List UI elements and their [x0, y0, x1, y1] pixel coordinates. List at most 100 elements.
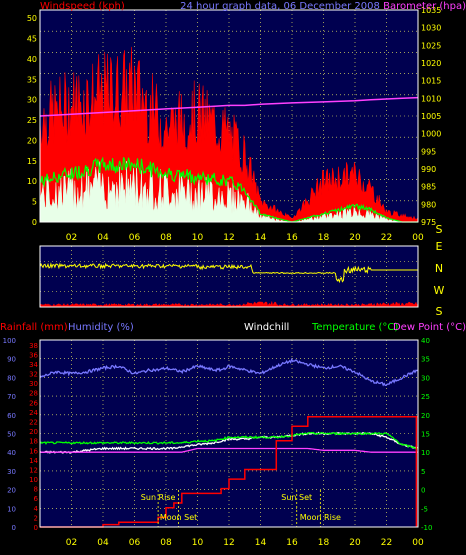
- wind-x-tick-label: 02: [66, 233, 77, 243]
- humidity-series: [39, 357, 419, 387]
- humidity-tick-label: 0: [12, 524, 16, 532]
- wind-y-tick-label: 5: [32, 198, 37, 207]
- humidity-tick-label: 60: [7, 412, 16, 420]
- marker-label: Sun Set: [281, 493, 312, 502]
- rain-tick-label: 6: [34, 495, 39, 503]
- wind-y-tick-label: 35: [27, 75, 37, 84]
- humidity-tick-label: 70: [7, 393, 16, 401]
- wind-y-tick-label: 20: [27, 136, 37, 145]
- temp-tick-label: 30: [421, 374, 430, 382]
- wind-y-tick-label: 0: [32, 218, 37, 227]
- baro-y-tick-label: 985: [421, 183, 436, 192]
- temp-tick-label: -5: [421, 505, 428, 513]
- wind-x-tick-label: 12: [223, 233, 234, 243]
- wind-x-tick-label: 10: [192, 233, 204, 243]
- baro-y-tick-label: 995: [421, 147, 436, 156]
- baro-y-tick-label: 1005: [421, 112, 441, 121]
- humidity-tick-label: 40: [7, 449, 16, 457]
- temp-x-tick-label: 22: [381, 538, 392, 548]
- rain-tick-label: 12: [29, 466, 38, 474]
- rain-tick-label: 38: [29, 342, 38, 350]
- wind-x-tick-label: 00: [412, 233, 424, 243]
- temp-x-tick-label: 18: [318, 538, 330, 548]
- temp-x-tick-label: 12: [223, 538, 234, 548]
- baro-y-tick-label: 1030: [421, 24, 441, 33]
- rain-tick-label: 16: [29, 447, 38, 455]
- rain-tick-label: 18: [29, 438, 38, 446]
- wind-y-tick-label: 15: [27, 157, 37, 166]
- marker-label: Moon Set: [160, 513, 197, 522]
- temp-tick-label: 0: [421, 487, 425, 495]
- rainfall-axis-label: Rainfall (mm): [0, 322, 68, 333]
- temp-x-tick-label: 08: [160, 538, 172, 548]
- temp-x-tick-label: 00: [412, 538, 424, 548]
- marker-label: Moon Rise: [300, 513, 341, 522]
- rain-tick-label: 14: [29, 457, 38, 465]
- compass-label: S: [436, 305, 443, 318]
- temp-x-tick-label: 04: [97, 538, 109, 548]
- rain-tick-label: 0: [34, 524, 38, 532]
- temp-tick-label: 10: [421, 449, 430, 457]
- compass-label: N: [435, 262, 443, 275]
- temp-x-tick-label: 16: [286, 538, 298, 548]
- humidity-tick-label: 20: [7, 487, 16, 495]
- humidity-tick-label: 50: [7, 431, 16, 439]
- wind-gust-series: [39, 46, 419, 223]
- rain-tick-label: 22: [29, 419, 38, 427]
- baro-y-tick-label: 990: [421, 165, 436, 174]
- wind-y-tick-label: 10: [27, 177, 37, 186]
- compass-label: E: [436, 240, 443, 253]
- rain-tick-label: 24: [29, 409, 38, 417]
- rain-tick-label: 20: [29, 428, 38, 436]
- humidity-axis-label: Humidity (%): [68, 322, 134, 333]
- wind-x-tick-label: 16: [286, 233, 298, 243]
- rain-tick-label: 8: [34, 486, 38, 494]
- baro-y-tick-label: 1010: [421, 94, 441, 103]
- humidity-tick-label: 80: [7, 374, 16, 382]
- temp-x-tick-label: 10: [192, 538, 204, 548]
- temp-tick-label: 40: [421, 337, 430, 345]
- chart-title: 24 hour graph data, 06 December 2008: [180, 1, 380, 12]
- wind-direction-series: [39, 262, 418, 284]
- wind-x-tick-label: 04: [97, 233, 109, 243]
- wind-plot-frame: [39, 9, 419, 223]
- wind-axis-label: Windspeed (kph): [40, 1, 125, 12]
- temp-x-tick-label: 06: [129, 538, 141, 548]
- wind-x-tick-label: 22: [381, 233, 392, 243]
- barometer-series: [39, 96, 419, 117]
- wind-x-tick-label: 14: [255, 233, 267, 243]
- humidity-tick-label: 30: [7, 468, 16, 476]
- wind-x-tick-label: 06: [129, 233, 141, 243]
- compass-label: W: [434, 284, 445, 297]
- temp-tick-label: 15: [421, 431, 430, 439]
- baro-y-tick-label: 1015: [421, 77, 441, 86]
- wind-y-tick-label: 40: [27, 55, 37, 64]
- baro-y-tick-label: 1020: [421, 59, 441, 68]
- temp-tick-label: 35: [421, 356, 430, 364]
- temp-x-tick-label: 02: [66, 538, 77, 548]
- temp-tick-label: 25: [421, 393, 430, 401]
- wind-x-tick-label: 20: [349, 233, 361, 243]
- rain-tick-label: 10: [29, 476, 38, 484]
- windchill-axis-label: Windchill: [244, 322, 289, 333]
- rain-tick-label: 4: [34, 505, 39, 513]
- baro-y-tick-label: 975: [421, 218, 436, 227]
- rainfall-series: [40, 415, 418, 528]
- rain-tick-label: 26: [29, 399, 38, 407]
- rain-tick-label: 28: [29, 390, 38, 398]
- compass-label-top: S: [436, 223, 443, 236]
- wind-y-tick-label: 45: [27, 35, 37, 44]
- temp-x-tick-label: 20: [349, 538, 361, 548]
- baro-y-tick-label: 1035: [421, 6, 441, 15]
- humidity-tick-label: 100: [3, 337, 16, 345]
- direction-plot-background: [40, 246, 418, 307]
- direction-gust-strip: [39, 301, 419, 308]
- rain-tick-label: 36: [29, 351, 38, 359]
- wind-x-tick-label: 18: [318, 233, 330, 243]
- temp-plot-frame: [39, 339, 419, 528]
- barometer-axis-label: Barometer (hpa): [383, 1, 466, 12]
- windspeed-series: [39, 156, 418, 223]
- marker-label: Sun Rise: [141, 493, 176, 502]
- temperature-axis-label: Temperature (°C): [311, 322, 398, 333]
